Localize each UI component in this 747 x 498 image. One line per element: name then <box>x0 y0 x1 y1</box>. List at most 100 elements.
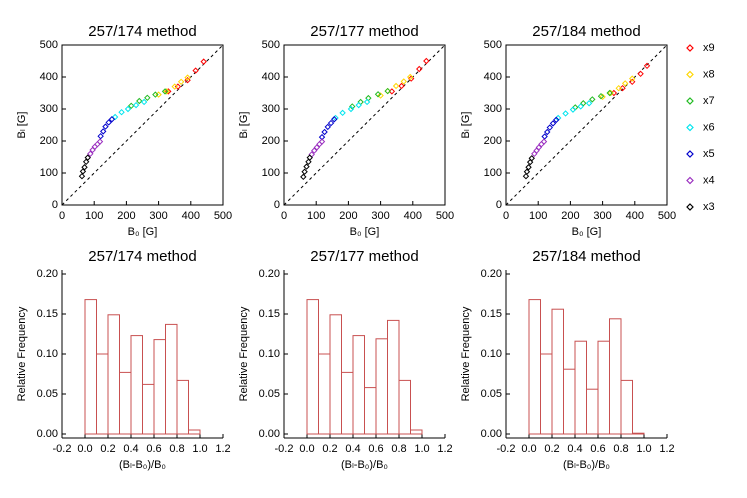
point <box>355 101 362 109</box>
point <box>549 120 557 127</box>
legend-label: x7 <box>703 95 715 107</box>
point <box>200 58 207 65</box>
point <box>392 82 400 90</box>
point <box>163 88 170 95</box>
point <box>87 150 94 158</box>
bar <box>84 299 97 435</box>
x-tick-label: 0.2 <box>322 443 337 455</box>
y-tick-label: 400 <box>484 71 502 83</box>
y-tick-label: 0.00 <box>481 428 502 440</box>
y-tick-label: 200 <box>262 135 280 147</box>
x-tick-label: 100 <box>307 210 325 222</box>
bar <box>398 379 411 435</box>
chart-title: 257/174 method <box>88 23 196 40</box>
y-tick-label: 100 <box>40 167 58 179</box>
x-tick-label: 0.2 <box>544 443 559 455</box>
x-tick-label: 100 <box>529 210 547 222</box>
x-tick-label: 1.0 <box>192 443 207 455</box>
point <box>407 73 414 81</box>
y-tick-label: 200 <box>40 135 58 147</box>
chart-title: 257/184 method <box>532 23 640 40</box>
y-tick-label: 0.10 <box>481 348 502 360</box>
point <box>171 83 178 90</box>
point <box>174 83 182 90</box>
x-tick-label: 400 <box>626 210 644 222</box>
point <box>313 144 321 151</box>
point <box>615 84 622 92</box>
point <box>525 164 532 171</box>
bar <box>609 318 622 435</box>
y-axis-label: Relative Frequency <box>16 306 28 401</box>
x-tick-label: 0.4 <box>123 443 138 455</box>
y-tick-label: 0.20 <box>481 268 502 280</box>
point <box>621 80 629 87</box>
point <box>128 102 135 110</box>
point <box>84 154 91 161</box>
point <box>580 100 587 107</box>
point <box>637 70 644 78</box>
y-tick-label: 0.00 <box>37 428 58 440</box>
point <box>643 62 651 70</box>
point <box>140 98 148 106</box>
y-tick-label: 0.05 <box>37 388 58 400</box>
x-tick-label: 300 <box>371 210 389 222</box>
point <box>629 75 636 82</box>
y-axis-label: Bₗ [G] <box>460 112 472 139</box>
point <box>305 158 312 166</box>
bar <box>410 429 423 435</box>
point <box>124 105 132 113</box>
y-tick-label: 400 <box>40 71 58 83</box>
bar <box>620 379 633 435</box>
x-tick-label: 0.8 <box>613 443 628 455</box>
x-tick-label: -0.2 <box>275 443 294 455</box>
y-tick-label: 0 <box>52 199 58 211</box>
bar <box>130 335 143 435</box>
point <box>301 168 308 175</box>
point <box>528 155 535 162</box>
y-tick-label: 0.20 <box>259 268 280 280</box>
x-tick-label: 100 <box>85 210 103 222</box>
point <box>311 147 318 154</box>
point <box>629 78 636 86</box>
point <box>585 100 593 107</box>
point <box>339 109 346 117</box>
x-tick-label: 0.0 <box>77 443 92 455</box>
x-axis-label: B₀ [G] <box>350 226 380 238</box>
point <box>546 124 553 131</box>
point <box>400 78 407 85</box>
identity-line <box>61 44 224 206</box>
y-axis-label: Relative Frequency <box>460 306 472 401</box>
y-tick-label: 0.00 <box>259 428 280 440</box>
point <box>331 116 338 123</box>
point <box>553 116 560 124</box>
point <box>577 103 584 110</box>
x-tick-label: 0.8 <box>169 443 184 455</box>
point <box>192 67 199 74</box>
x-tick-label: 0.6 <box>590 443 605 455</box>
chart-title: 257/177 method <box>310 248 418 265</box>
bar <box>563 368 576 435</box>
plot-frame <box>505 44 668 206</box>
x-tick-label: 200 <box>339 210 357 222</box>
point <box>349 103 356 110</box>
x-tick-label: 0.4 <box>345 443 360 455</box>
point <box>111 113 119 121</box>
bar <box>632 432 645 435</box>
point <box>384 87 391 95</box>
x-tick-label: 0.8 <box>391 443 406 455</box>
point <box>97 132 104 140</box>
point <box>152 91 159 98</box>
y-tick-label: 0.15 <box>481 308 502 320</box>
bar <box>551 308 564 435</box>
point <box>105 119 112 126</box>
point <box>327 119 335 127</box>
chart-title: 257/177 method <box>310 23 418 40</box>
y-axis-label: Bₗ [G] <box>238 112 250 139</box>
point <box>132 101 140 109</box>
point <box>79 168 87 175</box>
x-tick-label: 300 <box>149 210 167 222</box>
point <box>81 164 88 171</box>
y-tick-label: 100 <box>484 167 502 179</box>
bar <box>364 387 377 435</box>
point <box>300 173 307 181</box>
